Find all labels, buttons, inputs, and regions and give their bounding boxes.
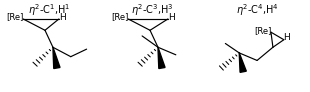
Text: [Re]: [Re] <box>112 13 129 22</box>
Text: [Re]: [Re] <box>254 26 272 35</box>
Polygon shape <box>53 47 60 69</box>
Text: $\eta^2$-C$^1$,H$^1$: $\eta^2$-C$^1$,H$^1$ <box>28 3 70 18</box>
Text: $\eta^2$-C$^4$,H$^4$: $\eta^2$-C$^4$,H$^4$ <box>236 3 278 18</box>
Polygon shape <box>158 47 165 69</box>
Text: H: H <box>283 33 290 42</box>
Polygon shape <box>239 53 246 72</box>
Text: H: H <box>168 13 175 22</box>
Text: [Re]: [Re] <box>7 13 24 22</box>
Text: $\eta^2$-C$^3$,H$^3$: $\eta^2$-C$^3$,H$^3$ <box>131 3 173 18</box>
Text: H: H <box>60 13 66 22</box>
